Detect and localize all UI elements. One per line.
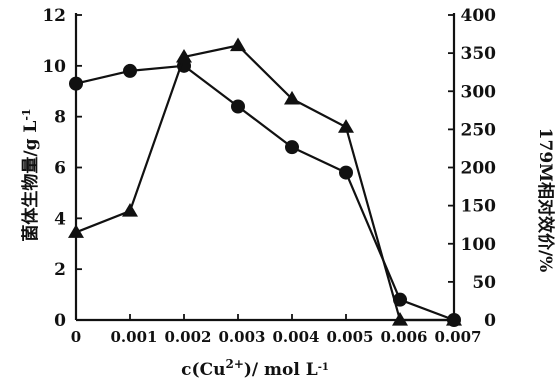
right-y-tick-label: 50 [472, 273, 496, 293]
data-point-triangle [338, 119, 354, 133]
data-point-circle [231, 99, 245, 114]
left-y-tick-label: 12 [42, 6, 66, 26]
left-y-tick-label: 2 [54, 260, 66, 280]
left-y-tick-label: 0 [54, 311, 66, 331]
x-tick-label: 0 [71, 328, 81, 346]
series-line-triangle [75, 44, 454, 322]
data-point-triangle [284, 90, 300, 105]
x-tick-label: 0.002 [165, 328, 212, 346]
data-point-triangle [68, 224, 84, 238]
data-point-triangle [230, 37, 246, 52]
series-layer [68, 37, 462, 327]
x-tick-label: 0.007 [435, 328, 482, 346]
data-point-circle [123, 63, 137, 78]
x-axis-title-post-sup: -1 [318, 362, 329, 373]
left-y-tick-label: 10 [42, 57, 66, 77]
right-y-tick-label: 150 [461, 197, 497, 217]
right-y-tick-label: 400 [461, 6, 497, 26]
x-tick-label: 0.005 [327, 328, 374, 346]
x-tick-label: 0.001 [111, 328, 158, 346]
x-axis-title-sup: 2+ [225, 357, 243, 371]
left-y-tick-label: 8 [54, 108, 66, 128]
data-point-triangle [122, 202, 138, 217]
data-point-circle [285, 140, 299, 155]
right-y-tick-label: 200 [461, 159, 497, 179]
left-y-axis-title-sup: -1 [20, 108, 33, 120]
x-tick-label: 0.006 [381, 328, 428, 346]
right-y-tick-label: 100 [461, 235, 497, 255]
right-y-axis-title: 179M相对效价/% [535, 128, 556, 273]
x-axis-title-pre: c(Cu [181, 360, 225, 380]
left-y-axis-title: 菌体生物量/g L-1 [20, 108, 42, 241]
data-point-circle [393, 292, 407, 307]
x-tick-label: 0.004 [273, 328, 320, 346]
right-y-tick-label: 250 [461, 120, 497, 140]
x-tick-label: 0.003 [219, 328, 266, 346]
left-y-tick-label: 4 [54, 209, 66, 229]
data-point-triangle [446, 312, 462, 326]
left-y-axis-title-main: 菌体生物量/g L [20, 121, 41, 242]
data-point-triangle [392, 312, 408, 326]
left-y-tick-label: 6 [54, 159, 66, 179]
data-point-circle [69, 76, 83, 91]
x-axis-title-post: )/ mol L [244, 360, 318, 380]
series-line-circle [75, 64, 455, 322]
x-axis-title: c(Cu2+)/ mol L-1 [181, 357, 329, 380]
right-y-tick-label: 300 [461, 82, 497, 102]
axes-layer: 0 2 4 6 8 10 12 0 50 100 150 200 250 300 350 400 0 0.001 0… [42, 6, 496, 346]
data-point-circle [339, 165, 353, 180]
axis-titles: c(Cu2+)/ mol L-1 菌体生物量/g L-1 179M相对效价/% [20, 108, 557, 380]
right-y-tick-label: 350 [461, 44, 497, 64]
data-point-triangle [176, 48, 192, 63]
right-y-tick-label: 0 [484, 311, 496, 331]
